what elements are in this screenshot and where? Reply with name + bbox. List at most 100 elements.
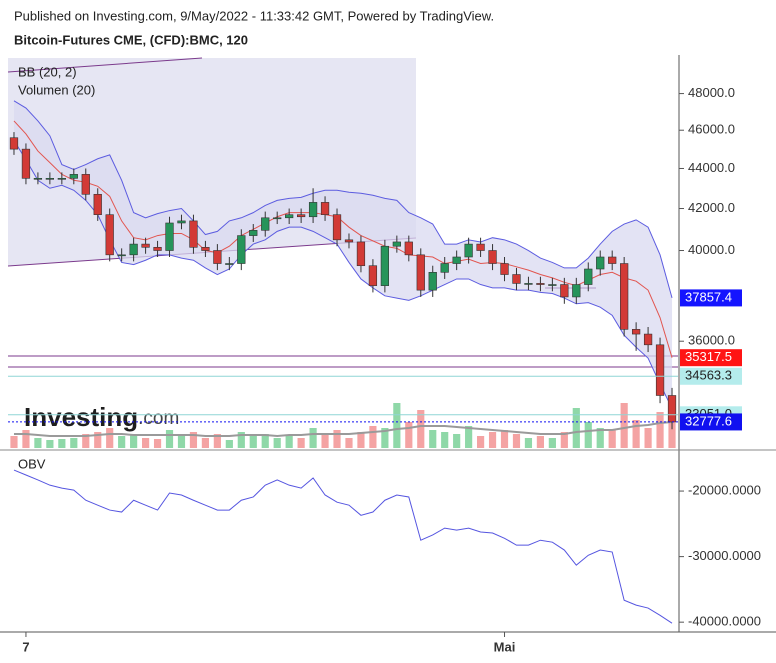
candle-body (21, 148, 31, 179)
volume-bar (608, 430, 616, 448)
volume-bar (118, 436, 126, 448)
candle-body (620, 263, 629, 330)
candle-body (153, 246, 162, 251)
candle-body (105, 214, 114, 256)
volume-bar (10, 436, 18, 448)
bb-fill (13, 100, 673, 409)
volume-bar (142, 438, 150, 448)
candle-body (189, 220, 198, 248)
volume-bar (153, 439, 162, 448)
candle-body (332, 214, 342, 241)
volume-bar (405, 422, 413, 448)
volume-bar (477, 436, 485, 448)
candle-body (213, 250, 222, 264)
candle-body (596, 256, 605, 270)
candle-body (249, 230, 258, 236)
candle-body (320, 202, 330, 215)
volume-bar (429, 430, 437, 448)
bb-upper-label: 37857.4 (685, 289, 732, 304)
volume-bar (82, 434, 90, 448)
plot-area (9, 100, 677, 624)
volume-bar (333, 430, 341, 448)
candle-body (524, 283, 533, 285)
obv-tick-label: -40000.0000 (688, 614, 761, 629)
chart-title: Bitcoin-Futures CME, (CFD):BMC, 120 (14, 32, 248, 47)
subtitle: Published on Investing.com, 9/May/2022 -… (14, 8, 494, 23)
candle-body (225, 263, 234, 265)
volume-bar (536, 436, 544, 448)
candle-body (93, 193, 102, 215)
volume-bar (130, 434, 138, 448)
volume-bar (488, 432, 497, 448)
candle-body (141, 243, 150, 248)
candle-body (667, 395, 677, 423)
candle-body (572, 284, 581, 298)
candle-body (392, 241, 401, 247)
candle-body (368, 265, 378, 286)
volume-bar (620, 403, 628, 448)
x-tick-label: 7 (22, 639, 29, 654)
candle-body (560, 284, 569, 298)
candle-body (404, 241, 413, 256)
obv-tick-label: -30000.0000 (688, 548, 761, 563)
volume-bar (297, 438, 305, 448)
candle-body (380, 245, 390, 286)
volume-bar (213, 434, 221, 448)
bb-upper-label-box (680, 289, 742, 307)
volume-bar (668, 418, 676, 448)
candle-body (165, 222, 174, 251)
legend-volume: Volumen (20) (18, 82, 95, 97)
bb-lower (13, 140, 673, 409)
candle-body (296, 214, 306, 218)
volume-bar (357, 432, 365, 448)
y-tick-label: 42000.0 (688, 200, 735, 215)
volume-bar (465, 426, 473, 448)
watermark-brand: Investing (24, 402, 138, 432)
candle-body (45, 178, 55, 180)
candle-body (584, 268, 593, 285)
y-tick-label: 40000.0 (688, 242, 735, 257)
volume-bar (189, 432, 198, 448)
volume-bar (548, 438, 556, 448)
candle-body (117, 254, 126, 257)
candle-body (273, 217, 282, 220)
level-label: 34563.3 (685, 368, 732, 383)
candle-body (643, 333, 653, 346)
candle-body (548, 284, 557, 286)
volume-bar (584, 422, 592, 448)
volume-bar (512, 434, 521, 448)
candle-body (81, 174, 90, 195)
volume-bar (393, 403, 401, 448)
candle-body (500, 263, 509, 275)
candle-body (631, 329, 641, 335)
watermark-domain: .com (138, 408, 179, 429)
candle-body (440, 263, 449, 273)
volume-bar (22, 430, 30, 448)
candle-body (9, 137, 19, 150)
volume-bar (500, 430, 509, 448)
last-price-label-box (680, 413, 742, 431)
candle-body (488, 250, 497, 264)
candle-body (608, 256, 617, 264)
candle-body (416, 254, 425, 291)
y-tick-label: 48000.0 (688, 85, 735, 100)
candle-body (536, 283, 545, 285)
volume-bar (632, 420, 640, 448)
candle-body (655, 344, 665, 396)
volume-bar (572, 408, 580, 448)
watermark: Investing.com (24, 402, 179, 432)
candle-body (57, 178, 66, 180)
bb-middle-label: 35317.5 (685, 349, 732, 364)
y-tick-label: 46000.0 (688, 122, 735, 137)
y-tick-label: 36000.0 (688, 333, 735, 348)
volume-bar (34, 438, 42, 448)
volume-bar (273, 438, 281, 448)
candle-body (512, 274, 521, 284)
candle-body (261, 217, 270, 231)
volume-bar (560, 432, 568, 448)
volume-bar (441, 432, 449, 448)
volume-bar (225, 440, 233, 448)
volume-bar (285, 436, 293, 448)
